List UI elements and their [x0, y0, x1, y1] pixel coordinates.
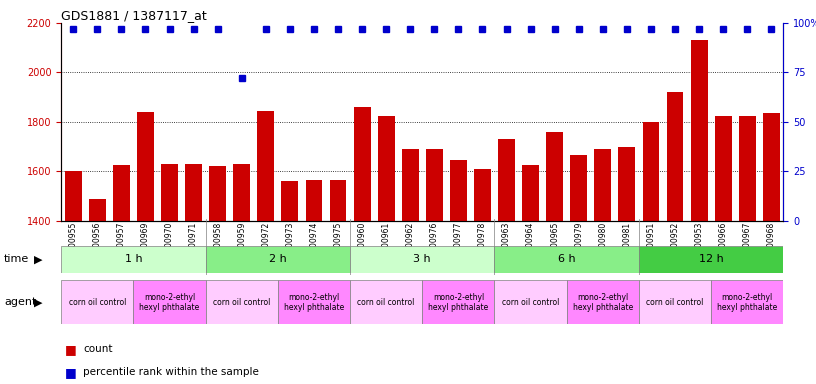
Text: percentile rank within the sample: percentile rank within the sample	[83, 367, 259, 377]
Text: 6 h: 6 h	[558, 254, 575, 264]
Text: GSM100978: GSM100978	[478, 222, 487, 268]
Text: 3 h: 3 h	[414, 254, 431, 264]
Bar	[566, 280, 639, 324]
Bar	[113, 165, 130, 221]
Bar	[494, 246, 639, 273]
Text: GSM100962: GSM100962	[406, 222, 415, 268]
Text: GSM100974: GSM100974	[309, 222, 318, 268]
Bar	[350, 280, 423, 324]
Bar	[738, 116, 756, 221]
Bar	[185, 164, 202, 221]
Text: ▶: ▶	[34, 297, 42, 308]
Bar	[474, 169, 491, 221]
Bar	[715, 116, 732, 221]
Text: mono-2-ethyl
hexyl phthalate: mono-2-ethyl hexyl phthalate	[717, 293, 778, 312]
Bar	[401, 149, 419, 221]
Text: GSM100976: GSM100976	[430, 222, 439, 268]
Bar	[233, 164, 251, 221]
Text: GSM100967: GSM100967	[743, 222, 752, 268]
Text: GSM100969: GSM100969	[141, 222, 150, 268]
Bar	[353, 107, 370, 221]
Bar	[305, 180, 322, 221]
Text: GSM100970: GSM100970	[165, 222, 174, 268]
Text: GSM100963: GSM100963	[502, 222, 511, 268]
Text: ■: ■	[65, 343, 77, 356]
Text: GSM100977: GSM100977	[454, 222, 463, 268]
Bar	[570, 155, 588, 221]
Text: GSM100980: GSM100980	[598, 222, 607, 268]
Bar	[61, 246, 206, 273]
Bar	[277, 280, 350, 324]
Bar	[494, 280, 566, 324]
Bar	[282, 181, 299, 221]
Text: mono-2-ethyl
hexyl phthalate: mono-2-ethyl hexyl phthalate	[573, 293, 633, 312]
Bar	[639, 246, 783, 273]
Text: time: time	[4, 254, 29, 264]
Bar	[426, 149, 443, 221]
Bar	[546, 132, 563, 221]
Text: GSM100968: GSM100968	[767, 222, 776, 268]
Text: corn oil control: corn oil control	[646, 298, 703, 307]
Bar	[137, 112, 154, 221]
Text: GSM100981: GSM100981	[623, 222, 632, 268]
Text: mono-2-ethyl
hexyl phthalate: mono-2-ethyl hexyl phthalate	[284, 293, 344, 312]
Text: GSM100955: GSM100955	[69, 222, 78, 268]
Bar	[639, 280, 711, 324]
Text: 12 h: 12 h	[698, 254, 724, 264]
Bar	[64, 171, 82, 221]
Bar	[450, 160, 467, 221]
Text: mono-2-ethyl
hexyl phthalate: mono-2-ethyl hexyl phthalate	[428, 293, 489, 312]
Text: corn oil control: corn oil control	[357, 298, 415, 307]
Text: 1 h: 1 h	[125, 254, 142, 264]
Text: GSM100971: GSM100971	[189, 222, 198, 268]
Text: GSM100966: GSM100966	[719, 222, 728, 268]
Bar	[350, 246, 494, 273]
Text: GSM100965: GSM100965	[550, 222, 559, 268]
Bar	[423, 280, 494, 324]
Text: mono-2-ethyl
hexyl phthalate: mono-2-ethyl hexyl phthalate	[140, 293, 200, 312]
Text: ■: ■	[65, 366, 77, 379]
Text: GSM100960: GSM100960	[357, 222, 366, 268]
Bar	[667, 92, 684, 221]
Bar	[161, 164, 178, 221]
Bar	[257, 111, 274, 221]
Text: agent: agent	[4, 297, 37, 308]
Bar	[522, 165, 539, 221]
Text: GSM100952: GSM100952	[671, 222, 680, 268]
Text: ▶: ▶	[34, 254, 42, 264]
Bar	[89, 199, 106, 221]
Text: GSM100964: GSM100964	[526, 222, 535, 268]
Bar	[642, 122, 659, 221]
Text: corn oil control: corn oil control	[213, 298, 270, 307]
Bar	[378, 116, 395, 221]
Text: GSM100958: GSM100958	[213, 222, 222, 268]
Text: GSM100975: GSM100975	[334, 222, 343, 268]
Text: GDS1881 / 1387117_at: GDS1881 / 1387117_at	[61, 9, 207, 22]
Text: GSM100951: GSM100951	[646, 222, 655, 268]
Text: 2 h: 2 h	[269, 254, 286, 264]
Text: GSM100979: GSM100979	[574, 222, 583, 268]
Bar	[61, 280, 134, 324]
Text: GSM100973: GSM100973	[286, 222, 295, 268]
Text: GSM100956: GSM100956	[93, 222, 102, 268]
Text: GSM100953: GSM100953	[694, 222, 703, 268]
Text: corn oil control: corn oil control	[502, 298, 559, 307]
Text: GSM100972: GSM100972	[261, 222, 270, 268]
Bar	[594, 149, 611, 221]
Text: corn oil control: corn oil control	[69, 298, 126, 307]
Bar	[711, 280, 783, 324]
Text: GSM100957: GSM100957	[117, 222, 126, 268]
Text: count: count	[83, 344, 113, 354]
Text: GSM100961: GSM100961	[382, 222, 391, 268]
Bar	[134, 280, 206, 324]
Bar	[330, 180, 347, 221]
Bar	[209, 166, 226, 221]
Bar	[619, 147, 636, 221]
Text: GSM100959: GSM100959	[237, 222, 246, 268]
Bar	[763, 113, 780, 221]
Bar	[498, 139, 515, 221]
Bar	[206, 280, 277, 324]
Bar	[690, 40, 707, 221]
Bar	[206, 246, 350, 273]
